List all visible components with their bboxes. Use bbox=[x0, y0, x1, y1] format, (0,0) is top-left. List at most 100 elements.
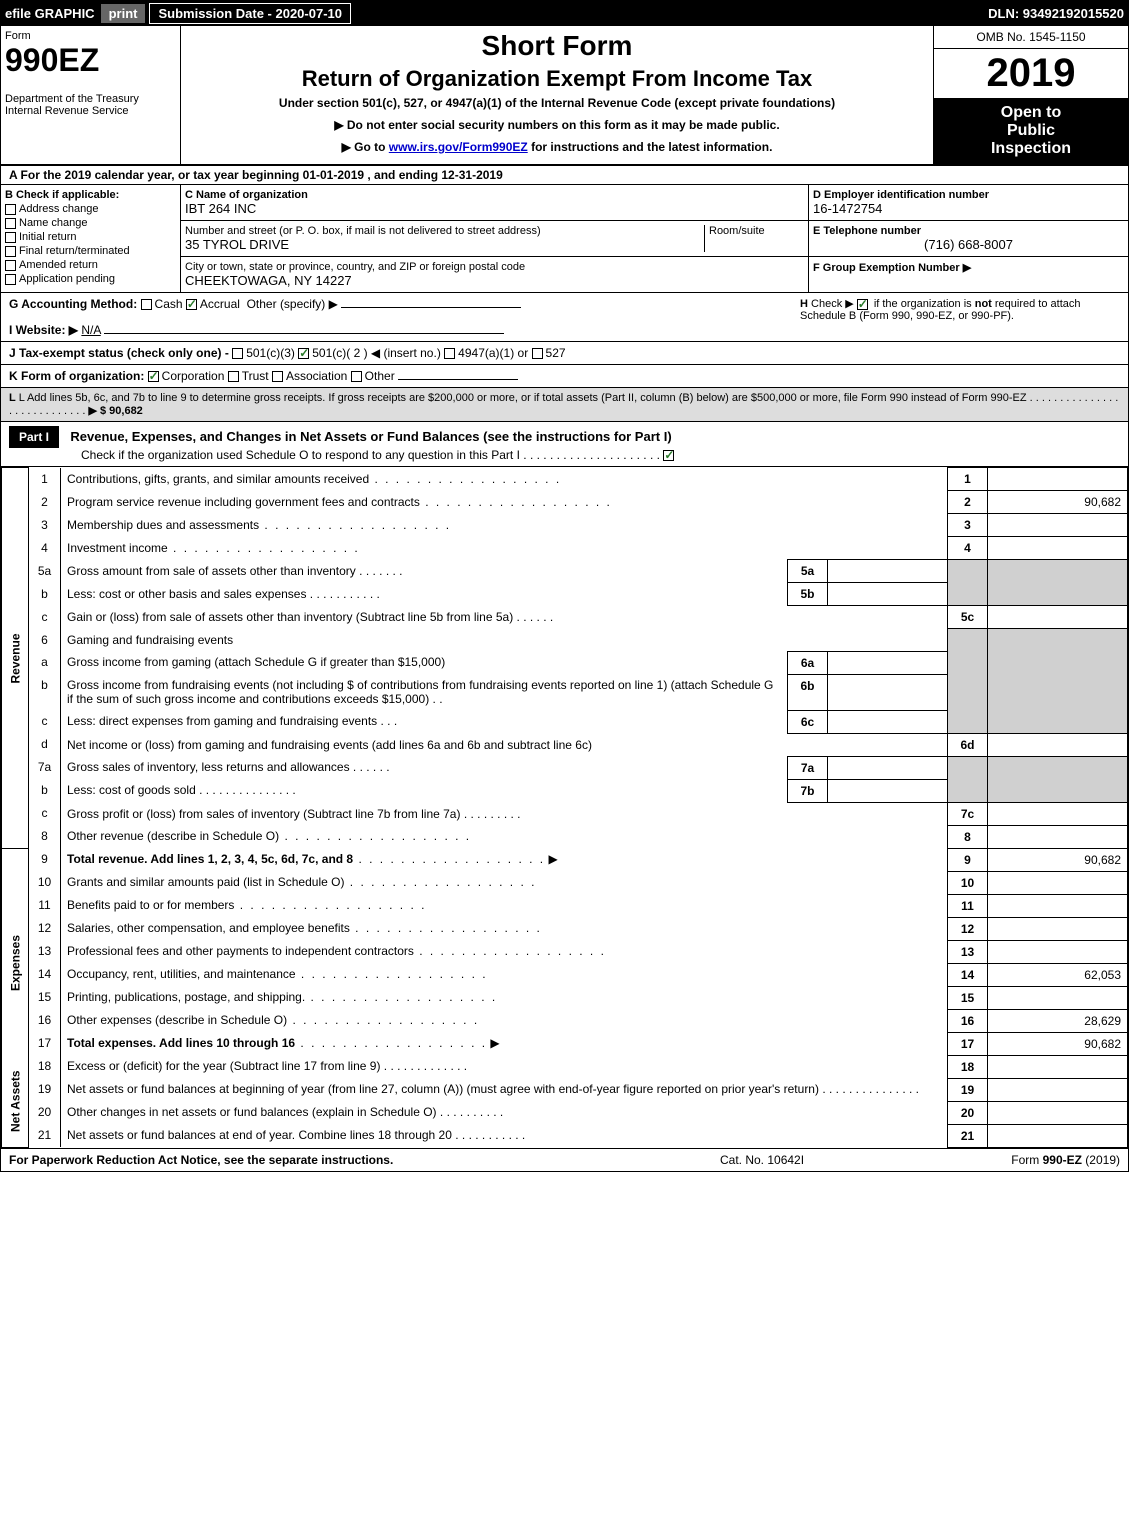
check-application-pending[interactable] bbox=[5, 274, 16, 285]
line11-value bbox=[988, 894, 1128, 917]
city-label: City or town, state or province, country… bbox=[185, 261, 525, 273]
website-value: N/A bbox=[81, 323, 100, 337]
check-501c[interactable] bbox=[298, 348, 309, 359]
line15-value bbox=[988, 986, 1128, 1009]
line16-value: 28,629 bbox=[988, 1009, 1128, 1032]
line3-value bbox=[988, 514, 1128, 537]
tax-period: A For the 2019 calendar year, or tax yea… bbox=[1, 166, 1128, 185]
line21-value bbox=[988, 1124, 1128, 1147]
line6c-value bbox=[828, 710, 948, 733]
check-name-change[interactable] bbox=[5, 218, 16, 229]
note-instructions: ▶ Go to www.irs.gov/Form990EZ for instru… bbox=[189, 140, 925, 154]
line7b-value bbox=[828, 779, 948, 802]
line4-value bbox=[988, 537, 1128, 560]
form-version: Form 990-EZ (2019) bbox=[920, 1153, 1120, 1167]
line9-value: 90,682 bbox=[988, 848, 1128, 871]
line19-value bbox=[988, 1078, 1128, 1101]
part1-title: Revenue, Expenses, and Changes in Net As… bbox=[70, 429, 671, 444]
check-trust[interactable] bbox=[228, 371, 239, 382]
line6a-value bbox=[828, 651, 948, 674]
check-corporation[interactable] bbox=[148, 371, 159, 382]
form-label: Form bbox=[5, 30, 176, 42]
org-name: IBT 264 INC bbox=[185, 201, 256, 216]
j-status-row: J Tax-exempt status (check only one) - 5… bbox=[1, 342, 1128, 365]
other-specify-input[interactable] bbox=[341, 307, 521, 308]
part1-label: Part I bbox=[9, 426, 59, 448]
box-f-label: F Group Exemption Number ▶ bbox=[813, 262, 971, 274]
part1-table: Revenue 1Contributions, gifts, grants, a… bbox=[1, 467, 1128, 1148]
check-501c3[interactable] bbox=[232, 348, 243, 359]
k-org-row: K Form of organization: Corporation Trus… bbox=[1, 365, 1128, 388]
l-row: L L Add lines 5b, 6c, and 7b to line 9 t… bbox=[1, 388, 1128, 422]
form-number: 990EZ bbox=[5, 42, 176, 79]
dept-label: Department of the Treasury bbox=[5, 93, 176, 105]
line7a-value bbox=[828, 756, 948, 779]
info-grid: B Check if applicable: Address change Na… bbox=[1, 185, 1128, 293]
check-other-org[interactable] bbox=[351, 371, 362, 382]
revenue-section-label: Revenue bbox=[2, 468, 29, 849]
part1-header: Part I Revenue, Expenses, and Changes in… bbox=[1, 422, 1128, 467]
line18-value bbox=[988, 1055, 1128, 1078]
net-assets-section-label: Net Assets bbox=[2, 1055, 29, 1147]
check-4947[interactable] bbox=[444, 348, 455, 359]
tax-year: 2019 bbox=[934, 49, 1128, 98]
note-ssn: ▶ Do not enter social security numbers o… bbox=[189, 118, 925, 132]
cat-number: Cat. No. 10642I bbox=[720, 1153, 920, 1167]
expenses-section-label: Expenses bbox=[2, 871, 29, 1055]
paperwork-notice: For Paperwork Reduction Act Notice, see … bbox=[9, 1153, 720, 1167]
city-value: CHEEKTOWAGA, NY 14227 bbox=[185, 273, 352, 288]
ein-value: 16-1472754 bbox=[813, 201, 882, 216]
line7c-value bbox=[988, 802, 1128, 825]
line1-value bbox=[988, 468, 1128, 491]
check-association[interactable] bbox=[272, 371, 283, 382]
phone-value: (716) 668-8007 bbox=[813, 237, 1124, 252]
check-address-change[interactable] bbox=[5, 204, 16, 215]
line10-value bbox=[988, 871, 1128, 894]
i-website-label: I Website: ▶ bbox=[9, 323, 78, 337]
check-initial-return[interactable] bbox=[5, 232, 16, 243]
main-title: Return of Organization Exempt From Incom… bbox=[189, 66, 925, 92]
line5a-value bbox=[828, 560, 948, 583]
inspection-badge: Open to Public Inspection bbox=[934, 98, 1128, 164]
submission-date: Submission Date - 2020-07-10 bbox=[149, 3, 351, 24]
check-final-return[interactable] bbox=[5, 246, 16, 257]
gross-receipts: ▶ $ 90,682 bbox=[88, 405, 142, 417]
street-label: Number and street (or P. O. box, if mail… bbox=[185, 225, 541, 237]
g-label: G Accounting Method: bbox=[9, 297, 137, 311]
irs-label: Internal Revenue Service bbox=[5, 105, 176, 117]
check-527[interactable] bbox=[532, 348, 543, 359]
row-g-h: G Accounting Method: Cash Accrual Other … bbox=[1, 293, 1128, 342]
line5b-value bbox=[828, 583, 948, 606]
box-d-label: D Employer identification number bbox=[813, 189, 989, 201]
line12-value bbox=[988, 917, 1128, 940]
line6b-value bbox=[828, 674, 948, 710]
check-accrual[interactable] bbox=[186, 299, 197, 310]
line2-value: 90,682 bbox=[988, 491, 1128, 514]
topbar: efile GRAPHIC print Submission Date - 20… bbox=[1, 1, 1128, 26]
line14-value: 62,053 bbox=[988, 963, 1128, 986]
check-cash[interactable] bbox=[141, 299, 152, 310]
box-e-label: E Telephone number bbox=[813, 225, 921, 237]
print-button[interactable]: print bbox=[101, 4, 146, 23]
irs-link[interactable]: www.irs.gov/Form990EZ bbox=[389, 140, 528, 154]
form-header: Form 990EZ Department of the Treasury In… bbox=[1, 26, 1128, 166]
short-form-title: Short Form bbox=[189, 30, 925, 62]
line6d-value bbox=[988, 733, 1128, 756]
subtitle-section: Under section 501(c), 527, or 4947(a)(1)… bbox=[189, 96, 925, 110]
line5c-value bbox=[988, 606, 1128, 629]
omb-number: OMB No. 1545-1150 bbox=[934, 26, 1128, 49]
line8-value bbox=[988, 825, 1128, 848]
street-value: 35 TYROL DRIVE bbox=[185, 237, 289, 252]
check-schedule-o[interactable] bbox=[663, 450, 674, 461]
check-h-schedule-b[interactable] bbox=[857, 299, 868, 310]
room-label: Room/suite bbox=[704, 225, 804, 252]
box-b: B Check if applicable: Address change Na… bbox=[1, 185, 181, 292]
page-footer: For Paperwork Reduction Act Notice, see … bbox=[1, 1148, 1128, 1171]
box-c-label: C Name of organization bbox=[185, 189, 308, 201]
line17-value: 90,682 bbox=[988, 1032, 1128, 1055]
check-amended-return[interactable] bbox=[5, 260, 16, 271]
line20-value bbox=[988, 1101, 1128, 1124]
dln-number: DLN: 93492192015520 bbox=[988, 6, 1124, 21]
efile-label: efile GRAPHIC bbox=[5, 6, 95, 21]
line13-value bbox=[988, 940, 1128, 963]
